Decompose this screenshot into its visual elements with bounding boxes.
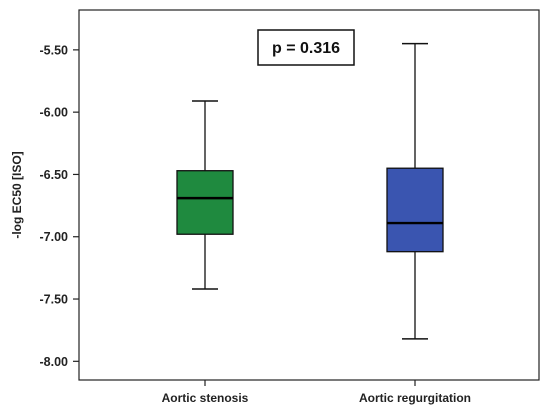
y-axis-title: -log EC50 [ISO]	[10, 151, 24, 238]
aortic-regurgitation-box	[386, 167, 444, 253]
x-category-label: Aortic stenosis	[162, 391, 249, 405]
x-axis-labels: Aortic stenosis Aortic regurgitation	[162, 380, 471, 405]
y-tick-label: -6.00	[40, 106, 69, 120]
y-tick-label: -6.50	[40, 168, 69, 182]
y-tick-label: -8.00	[40, 355, 69, 369]
y-tick-label: -5.50	[40, 43, 69, 57]
p-value-annotation: p = 0.316	[272, 40, 340, 57]
y-tick-label: -7.50	[40, 293, 69, 307]
aortic-stenosis-box	[176, 170, 234, 235]
plot-frame	[78, 9, 540, 381]
y-axis: -8.00 -7.50 -7.00 -6.50 -6.00 -5.50	[40, 43, 79, 369]
y-tick-label: -7.00	[40, 230, 69, 244]
p-value-box	[257, 29, 355, 66]
x-category-label: Aortic regurgitation	[359, 391, 471, 405]
boxes-layer	[176, 42, 444, 340]
